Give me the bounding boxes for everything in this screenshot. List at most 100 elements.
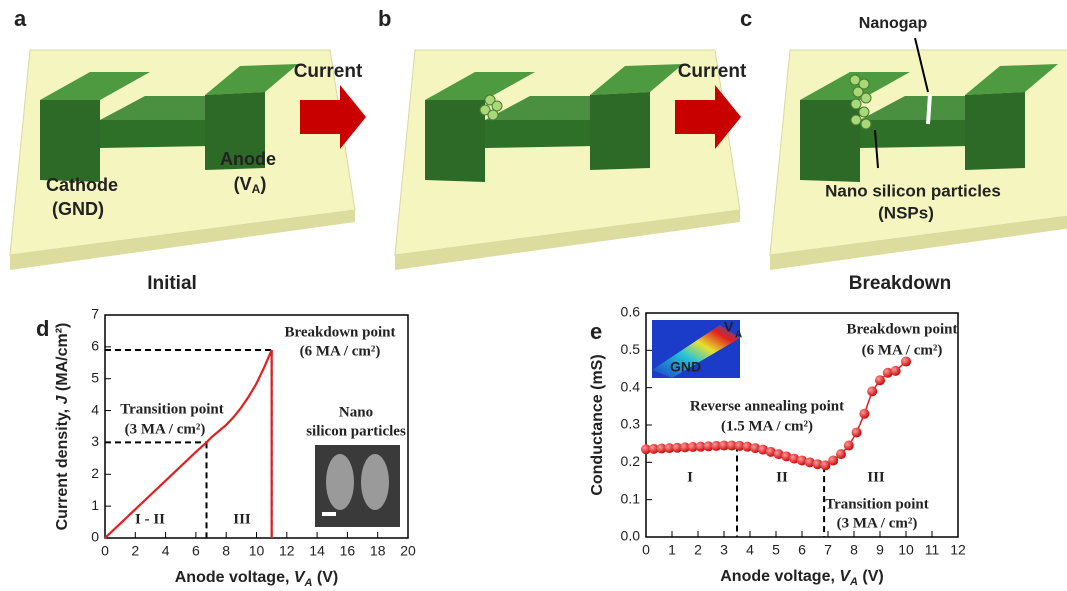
cathode-label: Cathode: [46, 175, 118, 195]
x-tick-label: 5: [772, 542, 780, 558]
annotation: III: [233, 511, 251, 527]
panel-a: [10, 50, 355, 270]
x-axis-label-part: Anode voltage,: [175, 569, 294, 586]
x-tick-label: 3: [720, 542, 728, 558]
x-tick-label: 2: [131, 543, 139, 559]
annotation: III: [867, 469, 885, 485]
y-tick-label: 0.6: [621, 304, 641, 320]
y-tick-label: 1: [91, 497, 99, 513]
x-tick-label: 8: [850, 542, 858, 558]
data-point: [828, 455, 838, 465]
x-tick-label: 20: [400, 543, 416, 559]
x-tick-label: 8: [222, 543, 230, 559]
x-tick-label: 0: [642, 542, 650, 558]
x-axis-label-part: Anode voltage,: [720, 568, 839, 585]
data-point: [844, 441, 854, 451]
x-tick-label: 12: [279, 543, 295, 559]
panel-label: b: [378, 6, 391, 31]
x-tick-label: 4: [746, 542, 754, 558]
y-axis-label: Current density, J (MA/cm²): [54, 323, 71, 531]
x-tick-label: 10: [249, 543, 265, 559]
figure: a b c Current Current Cathode (GND) Anod…: [0, 0, 1067, 591]
annotation: Breakdown point: [846, 321, 957, 337]
annotation: silicon particles: [306, 423, 406, 439]
x-tick-label: 11: [925, 542, 940, 558]
inset-label: GND: [670, 359, 701, 375]
caption: Initial: [147, 273, 197, 294]
inset-label: A: [735, 330, 742, 341]
scale-bar: [322, 512, 336, 516]
x-tick-label: 6: [798, 542, 806, 558]
y-tick-label: 6: [91, 338, 99, 354]
annotation: (3 MA / cm²): [125, 421, 206, 437]
y-tick-label: 0.5: [621, 341, 641, 357]
x-axis-label-part: A: [304, 577, 313, 589]
y-axis-label-part: Current density,: [54, 404, 71, 530]
nanogap: [928, 94, 930, 124]
y-tick-label: 4: [91, 401, 99, 417]
x-tick-label: 1: [668, 542, 676, 558]
x-tick-label: 14: [309, 543, 325, 559]
x-tick-label: 2: [694, 542, 702, 558]
sem-feature: [361, 454, 389, 510]
panel-c: [770, 38, 1067, 270]
x-axis-label-part: (V): [312, 569, 338, 586]
inset-label: V: [724, 319, 734, 335]
x-tick-label: 9: [876, 542, 884, 558]
arrow-label: Current: [678, 61, 747, 82]
annotation: Transition point: [825, 496, 929, 512]
annotation: Breakdown point: [284, 324, 395, 340]
data-line: [105, 350, 272, 538]
caption: Breakdown: [849, 273, 951, 294]
panel-b: [395, 50, 740, 270]
annotation: I: [687, 469, 693, 485]
anode-text: ): [260, 174, 266, 194]
x-tick-label: 10: [898, 542, 914, 558]
data-point: [891, 366, 901, 376]
x-tick-label: 4: [162, 543, 170, 559]
annotation: Nano: [339, 404, 373, 420]
y-axis-label-part: (MA/cm²): [54, 323, 71, 396]
sem-feature: [326, 454, 354, 510]
x-axis-label-part: (V): [858, 568, 884, 585]
subscript: A: [252, 182, 261, 196]
panel-label: d: [36, 316, 49, 341]
cathode-label: (GND): [52, 199, 104, 219]
x-tick-label: 7: [824, 542, 832, 558]
x-axis-label-part: A: [849, 576, 858, 588]
x-tick-label: 12: [950, 542, 966, 558]
x-tick-label: 18: [370, 543, 386, 559]
y-tick-label: 7: [91, 306, 99, 322]
annotation: Reverse annealing point: [690, 398, 844, 414]
x-tick-label: 6: [192, 543, 200, 559]
annotation: (6 MA / cm²): [862, 342, 943, 358]
data-point: [875, 375, 885, 385]
data-point: [852, 427, 862, 437]
y-tick-label: 0.2: [621, 453, 641, 469]
annotation: (1.5 MA / cm²): [721, 418, 813, 434]
y-axis-label-part: Conductance (mS): [589, 354, 606, 495]
nsp-label: Nano silicon particles: [825, 181, 1001, 200]
y-tick-label: 0: [91, 529, 99, 545]
arrow-label: Current: [294, 61, 363, 82]
anode-text: (V: [234, 174, 252, 194]
panel-label: e: [590, 319, 602, 344]
annotation: Transition point: [120, 401, 224, 417]
panel-label: a: [14, 6, 27, 31]
nanogap-label: Nanogap: [859, 15, 928, 32]
panel-label: c: [740, 6, 752, 31]
y-tick-label: 0.0: [621, 528, 641, 544]
data-point: [836, 449, 846, 459]
annotation: I - II: [135, 511, 165, 527]
anode-label: Anode: [220, 149, 276, 169]
anode-label: (VA): [234, 174, 267, 196]
particles: [850, 75, 871, 129]
y-tick-label: 0.3: [621, 416, 641, 432]
annotation: (6 MA / cm²): [300, 343, 381, 359]
y-axis-label: Conductance (mS): [589, 354, 606, 495]
y-tick-label: 5: [91, 369, 99, 385]
y-tick-label: 3: [91, 433, 99, 449]
x-axis-label: Anode voltage, VA (V): [720, 568, 884, 588]
y-tick-label: 2: [91, 465, 99, 481]
x-axis-label: Anode voltage, VA (V): [175, 569, 339, 589]
